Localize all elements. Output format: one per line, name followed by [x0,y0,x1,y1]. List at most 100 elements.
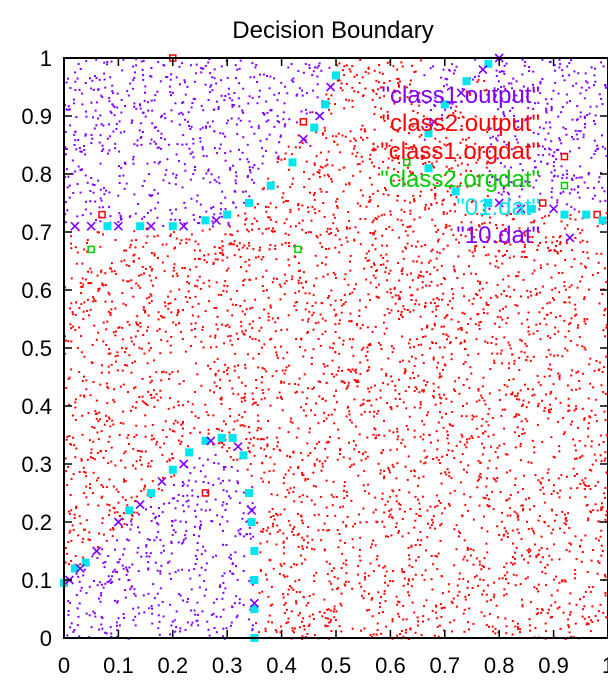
class2-output-dot [127,434,130,436]
class1-output-dot [99,188,102,191]
class2-output-dot [437,238,440,241]
class1-output-dot [225,544,228,546]
class2-output-dot [397,298,400,301]
class2-output-dot [524,577,527,580]
class2-output-dot [269,604,272,607]
class2-output-dot [187,290,190,293]
class1-output-dot [66,634,69,637]
class2-output-dot [314,447,316,450]
class2-output-dot [333,567,335,570]
class1-output-dot [509,109,511,112]
class2-output-dot [366,436,369,439]
class2-output-dot [419,460,422,463]
class2-output-dot [326,364,329,367]
class2-output-dot [411,294,414,297]
class2-output-dot [209,335,212,338]
class1-output-dot [473,76,476,78]
class2-output-dot [583,488,586,491]
class2-output-dot [254,338,257,341]
class2-output-dot [375,295,378,298]
class1-output-dot [210,520,213,522]
class2-output-dot [598,361,601,364]
class2-output-dot [100,484,103,486]
class2-output-dot [295,436,298,439]
class1-output-dot [576,138,579,141]
class2-output-dot [442,248,445,251]
class2-output-dot [358,315,361,317]
class2-output-dot [506,571,509,574]
class2-output-dot [189,432,192,434]
class2-output-dot [366,326,369,329]
class2-output-dot [570,284,573,287]
class1-output-dot [82,574,85,577]
class2-output-dot [275,512,278,515]
class1-output-dot [134,624,137,627]
class2-output-dot [193,391,196,393]
class2-output-dot [447,583,450,586]
class2-output-dot [217,293,220,296]
class2-output-dot [431,588,434,591]
class2-output-dot [401,438,404,441]
class1-output-dot [186,601,189,603]
class2-output-dot [485,254,488,257]
class2-output-dot [404,465,407,468]
class1-output-dot [496,129,499,131]
class1-output-dot [100,594,102,597]
class2-output-dot [208,228,211,231]
class2-output-dot [376,296,379,299]
class1-output-dot [93,184,96,186]
class2-output-dot [330,289,333,292]
class2-output-dot [463,340,466,343]
class1-output-dot [316,96,319,99]
class1-output-dot [65,81,68,84]
class2-output-dot [255,379,257,381]
class2-output-dot [382,257,385,259]
class1-output-dot [100,592,103,595]
class2-output-dot [530,294,533,297]
class2-output-dot [406,166,409,169]
class2-output-dot [371,98,374,101]
class1-output-dot [191,102,194,104]
class2-output-dot [391,159,394,162]
class2-output-dot [262,480,264,483]
class2-output-dot [533,532,536,535]
class2-output-dot [505,625,508,628]
class2-output-dot [486,477,488,480]
class1-output-dot [238,598,241,601]
class2-output-dot [251,222,254,225]
class2-output-dot [249,463,252,465]
class2-output-dot [558,606,561,609]
class2-output-dot [142,308,145,311]
class1-output-dot [103,72,106,75]
class1-output-dot [101,548,104,551]
class2-output-dot [110,363,113,366]
class2-output-dot [272,522,274,525]
class1-output-dot [248,95,251,98]
class2-output-dot [309,452,312,454]
class1-output-dot [541,58,544,61]
class1-output-dot [228,495,230,498]
class2-output-dot [568,409,571,412]
class1-output-dot [105,632,108,635]
class2-output-dot [68,376,71,379]
class2-output-dot [143,485,146,488]
class2-output-dot [217,442,220,445]
class2-output-dot [388,509,391,512]
class2-output-dot [188,296,191,299]
class2-output-dot [590,409,593,412]
class1-output-dot [587,173,590,176]
class2-output-dot [257,255,260,258]
class1-output-dot [168,572,171,575]
class2-output-dot [106,503,109,506]
class1-output-dot [83,145,86,147]
class2-output-dot [416,616,419,619]
class2-output-dot [537,244,540,247]
class2-output-dot [329,436,331,439]
class2-output-dot [590,619,592,622]
class2-output-dot [359,299,361,302]
class1-output-dot [601,134,603,137]
class2-output-dot [495,259,498,262]
class2-output-dot [306,397,309,400]
class1-output-dot [177,493,180,496]
class1-output-dot [79,68,82,70]
